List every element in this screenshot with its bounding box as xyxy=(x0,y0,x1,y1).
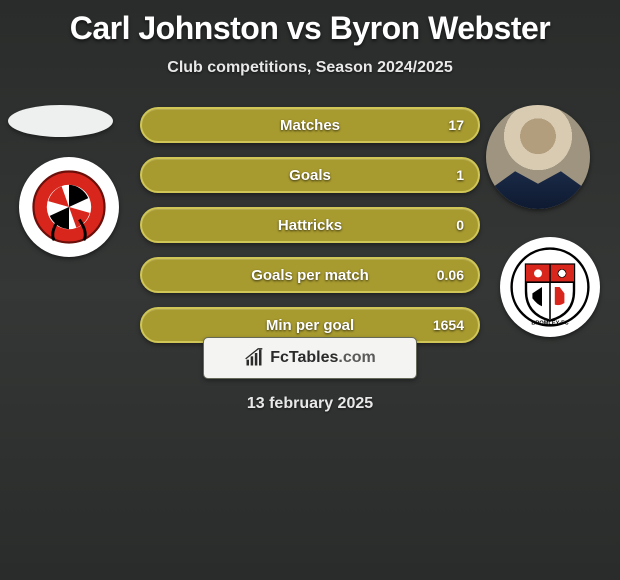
branding-box: FcTables.com xyxy=(203,337,417,379)
stat-value: 1 xyxy=(456,159,464,191)
club-badge-left xyxy=(19,157,119,257)
stat-label: Hattricks xyxy=(142,209,478,241)
stat-bar-matches: Matches 17 xyxy=(140,107,480,143)
page-subtitle: Club competitions, Season 2024/2025 xyxy=(0,59,620,77)
branding-text: FcTables.com xyxy=(270,349,376,367)
stat-label: Goals per match xyxy=(142,259,478,291)
stat-bar-hattricks: Hattricks 0 xyxy=(140,207,480,243)
stat-bar-goals-per-match: Goals per match 0.06 xyxy=(140,257,480,293)
fleetwood-badge-icon xyxy=(32,170,106,244)
branding-site: FcTables xyxy=(270,349,338,366)
bar-chart-icon xyxy=(244,348,264,368)
club-badge-right: BROMLEY·FC xyxy=(500,237,600,337)
stat-value: 0 xyxy=(456,209,464,241)
player-photo-right xyxy=(486,105,590,209)
page-title: Carl Johnston vs Byron Webster xyxy=(0,10,620,47)
branding-suffix: .com xyxy=(338,349,375,366)
player-photo-left-placeholder xyxy=(8,105,113,137)
stat-value: 0.06 xyxy=(437,259,464,291)
bromley-badge-icon: BROMLEY·FC xyxy=(510,247,590,327)
comparison-stage: BROMLEY·FC Matches 17 Goals 1 Hattricks … xyxy=(0,87,620,527)
stat-bars: Matches 17 Goals 1 Hattricks 0 Goals per… xyxy=(140,107,480,357)
stat-label: Matches xyxy=(142,109,478,141)
footer-date: 13 february 2025 xyxy=(247,395,373,413)
stat-label: Goals xyxy=(142,159,478,191)
stat-value: 1654 xyxy=(433,309,464,341)
stat-bar-goals: Goals 1 xyxy=(140,157,480,193)
svg-text:BROMLEY·FC: BROMLEY·FC xyxy=(531,321,568,327)
stat-value: 17 xyxy=(448,109,464,141)
